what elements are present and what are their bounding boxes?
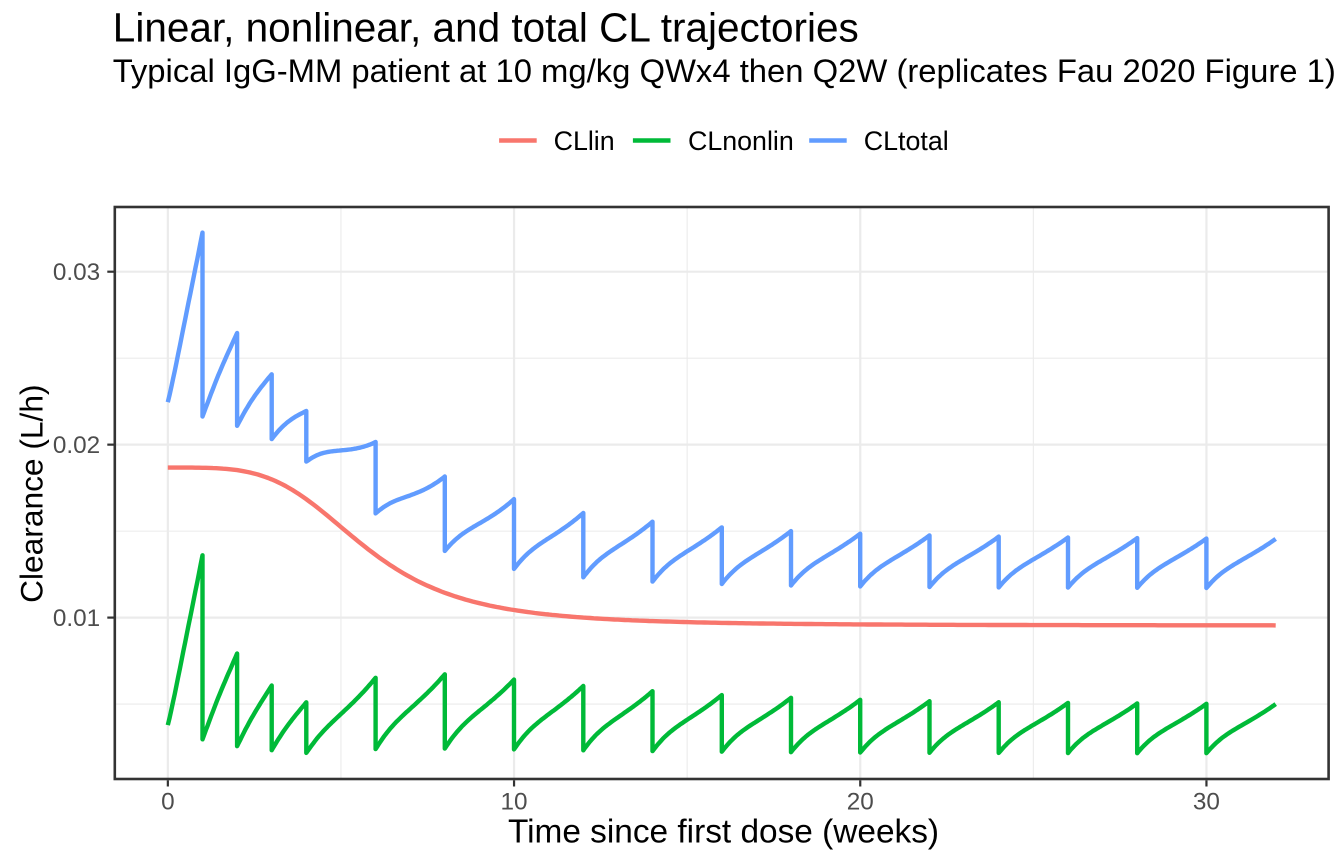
svg-text:10: 10: [501, 789, 528, 816]
svg-text:0.01: 0.01: [53, 605, 100, 632]
svg-text:Time since first dose (weeks): Time since first dose (weeks): [508, 814, 939, 851]
svg-text:Clearance (L/h): Clearance (L/h): [14, 384, 50, 602]
svg-text:0: 0: [161, 789, 175, 816]
svg-text:0.03: 0.03: [53, 259, 100, 286]
svg-text:Linear, nonlinear, and total C: Linear, nonlinear, and total CL trajecto…: [113, 4, 859, 50]
svg-text:20: 20: [847, 789, 874, 816]
svg-text:CLtotal: CLtotal: [864, 126, 949, 156]
svg-text:30: 30: [1193, 789, 1220, 816]
svg-text:CLlin: CLlin: [554, 126, 615, 156]
svg-text:CLnonlin: CLnonlin: [688, 126, 794, 156]
svg-text:0.02: 0.02: [53, 432, 100, 459]
svg-text:Typical IgG-MM patient at 10 m: Typical IgG-MM patient at 10 mg/kg QWx4 …: [113, 52, 1336, 89]
